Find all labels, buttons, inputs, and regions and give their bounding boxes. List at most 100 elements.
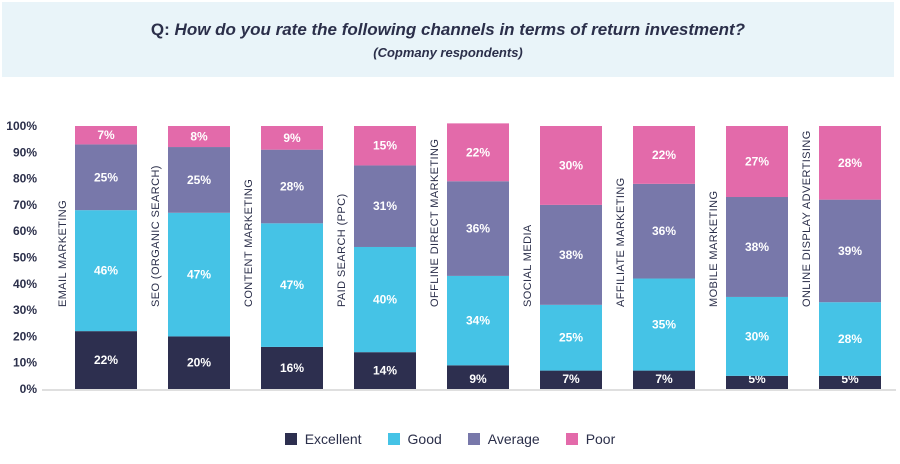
data-label-poor: 7%	[97, 128, 115, 142]
bar-segment-good	[726, 296, 788, 376]
bar-segment-excellent	[75, 331, 137, 389]
category-label: CONTENT MARKETING	[243, 179, 255, 307]
legend-swatch	[387, 433, 400, 445]
data-label-good: 25%	[559, 331, 583, 345]
data-label-poor: 30%	[559, 158, 583, 172]
data-label-average: 25%	[94, 170, 118, 184]
data-label-poor: 28%	[838, 156, 862, 170]
data-label-good: 46%	[94, 264, 118, 278]
y-tick-label: 100%	[6, 119, 37, 133]
stacked-bar-chart: 0% 10% 20% 30% 40% 50% 60% 70% 80% 90% 100% 22% 46% 2…	[6, 119, 896, 396]
chart-title: Q: How do you rate the following channel…	[2, 20, 894, 40]
y-tick-label: 90%	[13, 145, 37, 159]
bar-segment-poor	[75, 126, 137, 145]
data-label-good: 34%	[466, 314, 490, 328]
legend-item-poor: Poor	[565, 431, 616, 447]
legend-label: Average	[487, 431, 540, 447]
bar-segment-good	[540, 304, 602, 371]
chart-subtitle: (Copmany respondents)	[373, 45, 523, 60]
bar-segment-good	[633, 278, 695, 371]
bar-segment-excellent	[540, 370, 602, 389]
data-label-excellent: 9%	[469, 372, 487, 386]
bar-segment-poor	[819, 126, 881, 200]
data-label-good: 28%	[838, 332, 862, 346]
legend-label: Good	[407, 431, 442, 447]
data-label-excellent: 7%	[655, 372, 673, 386]
legend-label: Poor	[585, 431, 616, 447]
y-tick-label: 0%	[20, 382, 38, 396]
bar-segment-good	[354, 246, 416, 353]
bar-segment-poor	[261, 126, 323, 150]
data-label-average: 39%	[838, 244, 862, 258]
category-label: OFFLINE DIRECT MARKETING	[429, 139, 441, 307]
bar-segment-poor	[168, 126, 230, 148]
data-label-excellent: 16%	[280, 361, 304, 375]
legend-item-good: Good	[387, 431, 442, 447]
bar-segment-average	[75, 144, 137, 211]
data-label-average: 38%	[745, 240, 769, 254]
data-label-poor: 15%	[373, 139, 397, 153]
bar-segment-average	[819, 199, 881, 303]
data-label-excellent: 7%	[562, 372, 580, 386]
data-label-poor: 8%	[190, 130, 208, 144]
bar-segment-good	[75, 210, 137, 332]
bar-segment-average	[354, 165, 416, 247]
y-tick-label: 20%	[13, 329, 37, 343]
bar-segment-poor	[447, 123, 509, 182]
bar-segment-poor	[540, 126, 602, 205]
bar-segment-poor	[354, 126, 416, 166]
data-label-good: 30%	[745, 329, 769, 343]
y-tick-label: 30%	[13, 303, 37, 317]
category-label: ONLINE DISPLAY ADVERTISING	[801, 130, 813, 307]
category-label: PAID SEARCH (PPC)	[336, 193, 348, 307]
data-label-excellent: 20%	[187, 356, 211, 370]
data-label-excellent: 14%	[373, 364, 397, 378]
data-label-average: 28%	[280, 179, 304, 193]
bar-segment-excellent	[726, 375, 788, 389]
bar-segment-average	[726, 197, 788, 297]
legend-item-excellent: Excellent	[284, 431, 362, 447]
data-label-average: 36%	[652, 224, 676, 238]
bar-segment-good	[168, 212, 230, 337]
data-label-poor: 27%	[745, 155, 769, 169]
category-label: AFFILIATE MARKETING	[615, 177, 627, 307]
legend-swatch	[565, 433, 578, 445]
data-label-excellent: 22%	[94, 353, 118, 367]
legend-swatch	[284, 433, 297, 445]
legend-label: Excellent	[304, 431, 362, 447]
data-label-poor: 22%	[466, 145, 490, 159]
legend: Excellent Good Average Poor	[0, 431, 900, 447]
category-label: SOCIAL MEDIA	[522, 224, 534, 307]
bar-segment-good	[819, 302, 881, 376]
category-label: MOBILE MARKETING	[708, 191, 720, 307]
title-banner: Q: How do you rate the following channel…	[2, 2, 894, 77]
bar-segment-excellent	[447, 365, 509, 389]
data-label-poor: 22%	[652, 148, 676, 162]
bar-segment-excellent	[354, 352, 416, 389]
bar-segment-excellent	[633, 370, 695, 389]
y-tick-label: 70%	[13, 198, 37, 212]
category-label: EMAIL MARKETING	[57, 200, 69, 307]
y-tick-label: 50%	[13, 251, 37, 265]
data-label-average: 38%	[559, 248, 583, 262]
bar-segment-average	[168, 147, 230, 213]
category-label: SEO (ORGANIC SEARCH)	[150, 165, 162, 307]
data-label-average: 25%	[187, 173, 211, 187]
bar-segment-average	[540, 204, 602, 305]
title-prefix: Q:	[150, 20, 170, 39]
bar-segment-good	[447, 275, 509, 366]
bar-segment-good	[261, 223, 323, 347]
bar-segment-excellent	[168, 336, 230, 389]
bar-segment-poor	[726, 126, 788, 198]
legend-swatch	[467, 433, 480, 445]
data-label-average: 31%	[373, 199, 397, 213]
bar-segment-poor	[633, 126, 695, 184]
title-question: How do you rate the following channels i…	[174, 20, 746, 39]
bar-segment-excellent	[261, 346, 323, 389]
legend-item-average: Average	[467, 431, 540, 447]
bar-segment-average	[261, 149, 323, 224]
data-label-good: 35%	[652, 318, 676, 332]
y-tick-label: 40%	[13, 277, 37, 291]
bar-segment-excellent	[819, 375, 881, 389]
y-tick-label: 60%	[13, 224, 37, 238]
